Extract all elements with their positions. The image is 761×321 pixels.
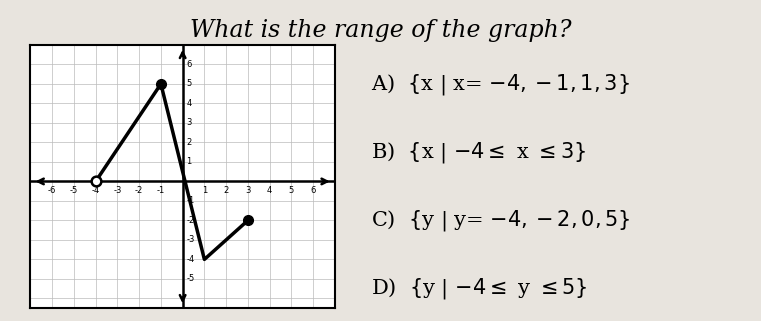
- Text: 1: 1: [186, 157, 192, 166]
- Text: B)  $\{$x | $-4 \leq$ x $\leq 3\}$: B) $\{$x | $-4 \leq$ x $\leq 3\}$: [371, 140, 586, 165]
- Text: D)  $\{$y | $-4 \leq$ y $\leq 5\}$: D) $\{$y | $-4 \leq$ y $\leq 5\}$: [371, 276, 587, 301]
- Text: 4: 4: [267, 186, 272, 195]
- Text: -5: -5: [70, 186, 78, 195]
- Text: C)  $\{$y | y= $-4,-2,0,5\}$: C) $\{$y | y= $-4,-2,0,5\}$: [371, 208, 630, 233]
- Text: 3: 3: [186, 118, 192, 127]
- Text: 5: 5: [186, 79, 192, 89]
- Text: 4: 4: [186, 99, 192, 108]
- Text: -4: -4: [186, 255, 195, 264]
- Text: -3: -3: [113, 186, 122, 195]
- Text: A)  $\{$x | x= $-4,-1,1,3\}$: A) $\{$x | x= $-4,-1,1,3\}$: [371, 72, 629, 97]
- Text: 6: 6: [186, 60, 192, 69]
- Text: 3: 3: [245, 186, 250, 195]
- Text: What is the range of the graph?: What is the range of the graph?: [189, 19, 572, 42]
- Text: -2: -2: [186, 216, 195, 225]
- Text: -2: -2: [135, 186, 143, 195]
- Text: 5: 5: [288, 186, 294, 195]
- Text: -4: -4: [91, 186, 100, 195]
- Text: 2: 2: [224, 186, 229, 195]
- Text: 2: 2: [186, 138, 192, 147]
- Text: -3: -3: [186, 235, 195, 244]
- Text: 1: 1: [202, 186, 207, 195]
- Text: 6: 6: [310, 186, 316, 195]
- Text: -1: -1: [157, 186, 165, 195]
- Text: -6: -6: [48, 186, 56, 195]
- Text: -5: -5: [186, 274, 195, 283]
- Text: -1: -1: [186, 196, 195, 205]
